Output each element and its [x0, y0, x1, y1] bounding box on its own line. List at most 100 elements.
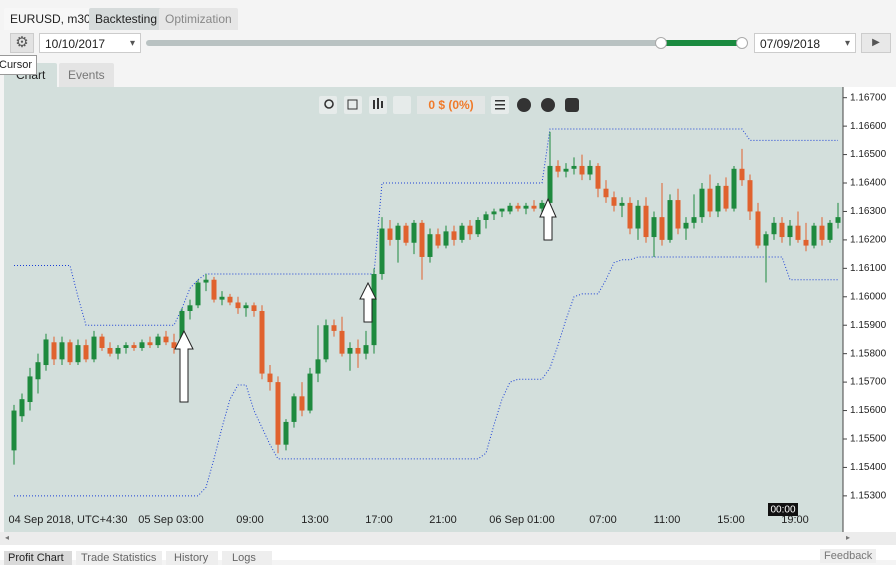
x-tick-label: 15:00 — [717, 514, 745, 526]
candle-body — [747, 180, 753, 212]
play-button[interactable]: ▶ — [861, 33, 891, 53]
candle-body — [707, 188, 713, 212]
candle-body — [307, 373, 313, 411]
y-tick-label: 1.15700 — [850, 377, 887, 388]
bottom-tab[interactable]: History — [166, 551, 218, 565]
y-tick-label: 1.15300 — [850, 491, 887, 502]
candle-body — [675, 200, 681, 229]
candle-body — [739, 168, 745, 181]
candle-body — [427, 234, 433, 257]
candle-body — [643, 205, 649, 238]
settings-button[interactable]: ⚙ — [10, 33, 34, 53]
y-tick-label: 1.16000 — [850, 291, 887, 302]
zoom-button[interactable] — [319, 96, 337, 114]
chart: 0 $ (0%) 1.15300 1.15400 1.15500 1.15600 1.1… — [0, 87, 896, 545]
candle-body — [507, 205, 513, 212]
candle-body — [299, 396, 305, 411]
symbol-tab[interactable]: EURUSD, m30 — [4, 8, 97, 30]
candle-body — [195, 282, 201, 306]
end-date[interactable]: 07/09/2018 — [754, 33, 856, 54]
candle-body — [651, 217, 657, 238]
buy-arrow — [359, 281, 377, 323]
y-tick-label: 1.15800 — [850, 348, 887, 359]
x-tick-label: 05 Sep 03:00 — [138, 514, 203, 526]
candle-body — [379, 228, 385, 275]
scrollbar[interactable] — [0, 532, 896, 545]
pnl-box — [417, 96, 485, 114]
candle-body — [419, 222, 425, 257]
candle-body — [99, 336, 105, 348]
candle-body — [827, 222, 833, 240]
start-date[interactable]: 10/10/2017 — [39, 33, 141, 54]
candle-body — [171, 342, 177, 348]
candle-body — [347, 347, 353, 354]
feedback-button[interactable]: Feedback — [820, 549, 876, 563]
candle-body — [219, 296, 225, 300]
y-tick-label: 1.16700 — [850, 92, 887, 103]
crosshair-box — [768, 503, 798, 516]
svg-text:◂: ◂ — [5, 533, 9, 542]
candle-body — [731, 168, 737, 209]
pnl: 0 $ (0%) — [428, 98, 473, 112]
candle-body — [779, 222, 785, 238]
y-tick-label: 1.16300 — [850, 206, 887, 217]
candle-body — [67, 342, 73, 363]
candle-body — [43, 339, 49, 366]
candle-body — [83, 345, 89, 360]
candle-body — [323, 325, 329, 360]
candle-body — [275, 382, 281, 445]
x-tick-label: 13:00 — [301, 514, 329, 526]
candle-body — [699, 188, 705, 218]
candle-body — [555, 165, 561, 172]
candle-body — [123, 345, 129, 348]
candle-body — [571, 165, 577, 169]
y-tick-label: 1.15900 — [850, 320, 887, 331]
candle-body — [315, 359, 321, 374]
x-tick-label: 21:00 — [429, 514, 457, 526]
x-tick-label: 09:00 — [236, 514, 264, 526]
candle-body — [435, 234, 441, 246]
account-button[interactable] — [565, 98, 579, 112]
timeframe-button[interactable] — [393, 96, 411, 114]
candle-body — [531, 205, 537, 209]
y-tick-label: 1.16500 — [850, 149, 887, 160]
channel-lower — [14, 256, 838, 497]
candle-body — [795, 225, 801, 240]
buy-arrow — [174, 329, 194, 403]
candle-body — [619, 202, 625, 206]
backtesting-tab[interactable]: Backtesting — [89, 8, 164, 30]
candle-body — [451, 231, 457, 240]
optimization-tab[interactable]: Optimization — [159, 8, 238, 30]
range-knob[interactable] — [655, 37, 667, 49]
candle-body — [235, 302, 241, 309]
candle-body — [251, 305, 257, 311]
events-tab[interactable]: Events — [59, 63, 114, 87]
candle-body — [139, 342, 145, 348]
candle-body — [291, 396, 297, 422]
candle-body — [227, 296, 233, 303]
candle-body — [811, 225, 817, 246]
candle-body — [563, 168, 569, 172]
candle-body — [179, 311, 185, 348]
candle-body — [547, 165, 553, 203]
candle-body — [363, 345, 369, 354]
candle-body — [51, 342, 57, 360]
candle-body — [659, 217, 665, 240]
candle-body — [691, 217, 697, 223]
bottom-tab[interactable]: Trade Statistics — [76, 551, 162, 565]
y-tick-label: 1.16400 — [850, 178, 887, 189]
bottom-tab[interactable]: Profit Chart — [4, 551, 72, 565]
candle-body — [259, 311, 265, 374]
theme-button[interactable] — [541, 98, 555, 112]
candle-body — [595, 165, 601, 189]
candle-body — [755, 211, 761, 246]
candle-body — [395, 225, 401, 240]
facebook-button[interactable] — [517, 98, 531, 112]
bottom-tab[interactable]: Logs — [222, 551, 272, 565]
plot-background — [4, 87, 843, 532]
candle-body — [459, 225, 465, 240]
range-knob[interactable] — [736, 37, 748, 49]
candle-body — [467, 225, 473, 235]
edit-button[interactable] — [344, 96, 362, 114]
x-tick-label: 19:00 — [781, 514, 809, 526]
